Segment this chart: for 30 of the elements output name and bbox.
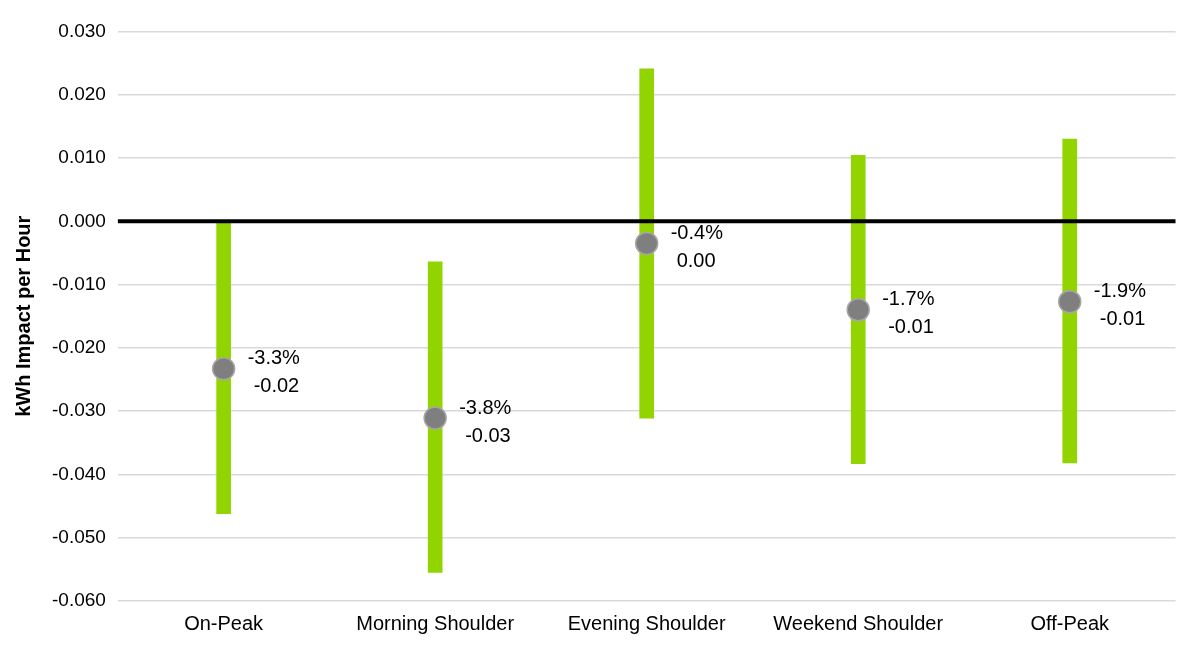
y-tick-label: 0.030 [58, 19, 106, 41]
bar [216, 222, 231, 514]
y-tick-label: -0.010 [52, 272, 106, 294]
data-label: -3.8% -0.03 [459, 395, 512, 446]
x-tick-label: Morning Shoulder [356, 611, 515, 634]
y-tick-label: -0.020 [52, 336, 106, 358]
point [423, 406, 447, 430]
y-tick-label: -0.030 [52, 399, 106, 421]
x-tick-label: Weekend Shoulder [773, 611, 944, 634]
y-tick-label: -0.060 [52, 589, 106, 611]
y-tick-label: -0.050 [52, 525, 106, 547]
x-tick-label: Off-Peak [1030, 611, 1111, 634]
point [1057, 289, 1082, 314]
point [634, 231, 659, 256]
y-tick-label: 0.000 [58, 209, 106, 231]
point [846, 298, 870, 322]
x-tick-label: On-Peak [184, 611, 265, 634]
x-tick-label: Evening Shoulder [567, 611, 726, 634]
data-label: -1.7% -0.01 [882, 287, 935, 338]
data-label: -3.3% -0.02 [247, 346, 301, 397]
data-label: -0.4% 0.00 [670, 220, 724, 271]
y-axis-title: kWh Impact per Hour [11, 215, 34, 417]
y-tick-label: 0.020 [58, 82, 106, 104]
bar [850, 155, 866, 464]
data-label: -1.9% -0.01 [1093, 279, 1147, 330]
y-tick-label: -0.040 [52, 462, 106, 484]
bar [1062, 138, 1078, 464]
point [211, 356, 236, 381]
y-tick-label: 0.010 [58, 146, 106, 168]
bar [639, 68, 655, 419]
